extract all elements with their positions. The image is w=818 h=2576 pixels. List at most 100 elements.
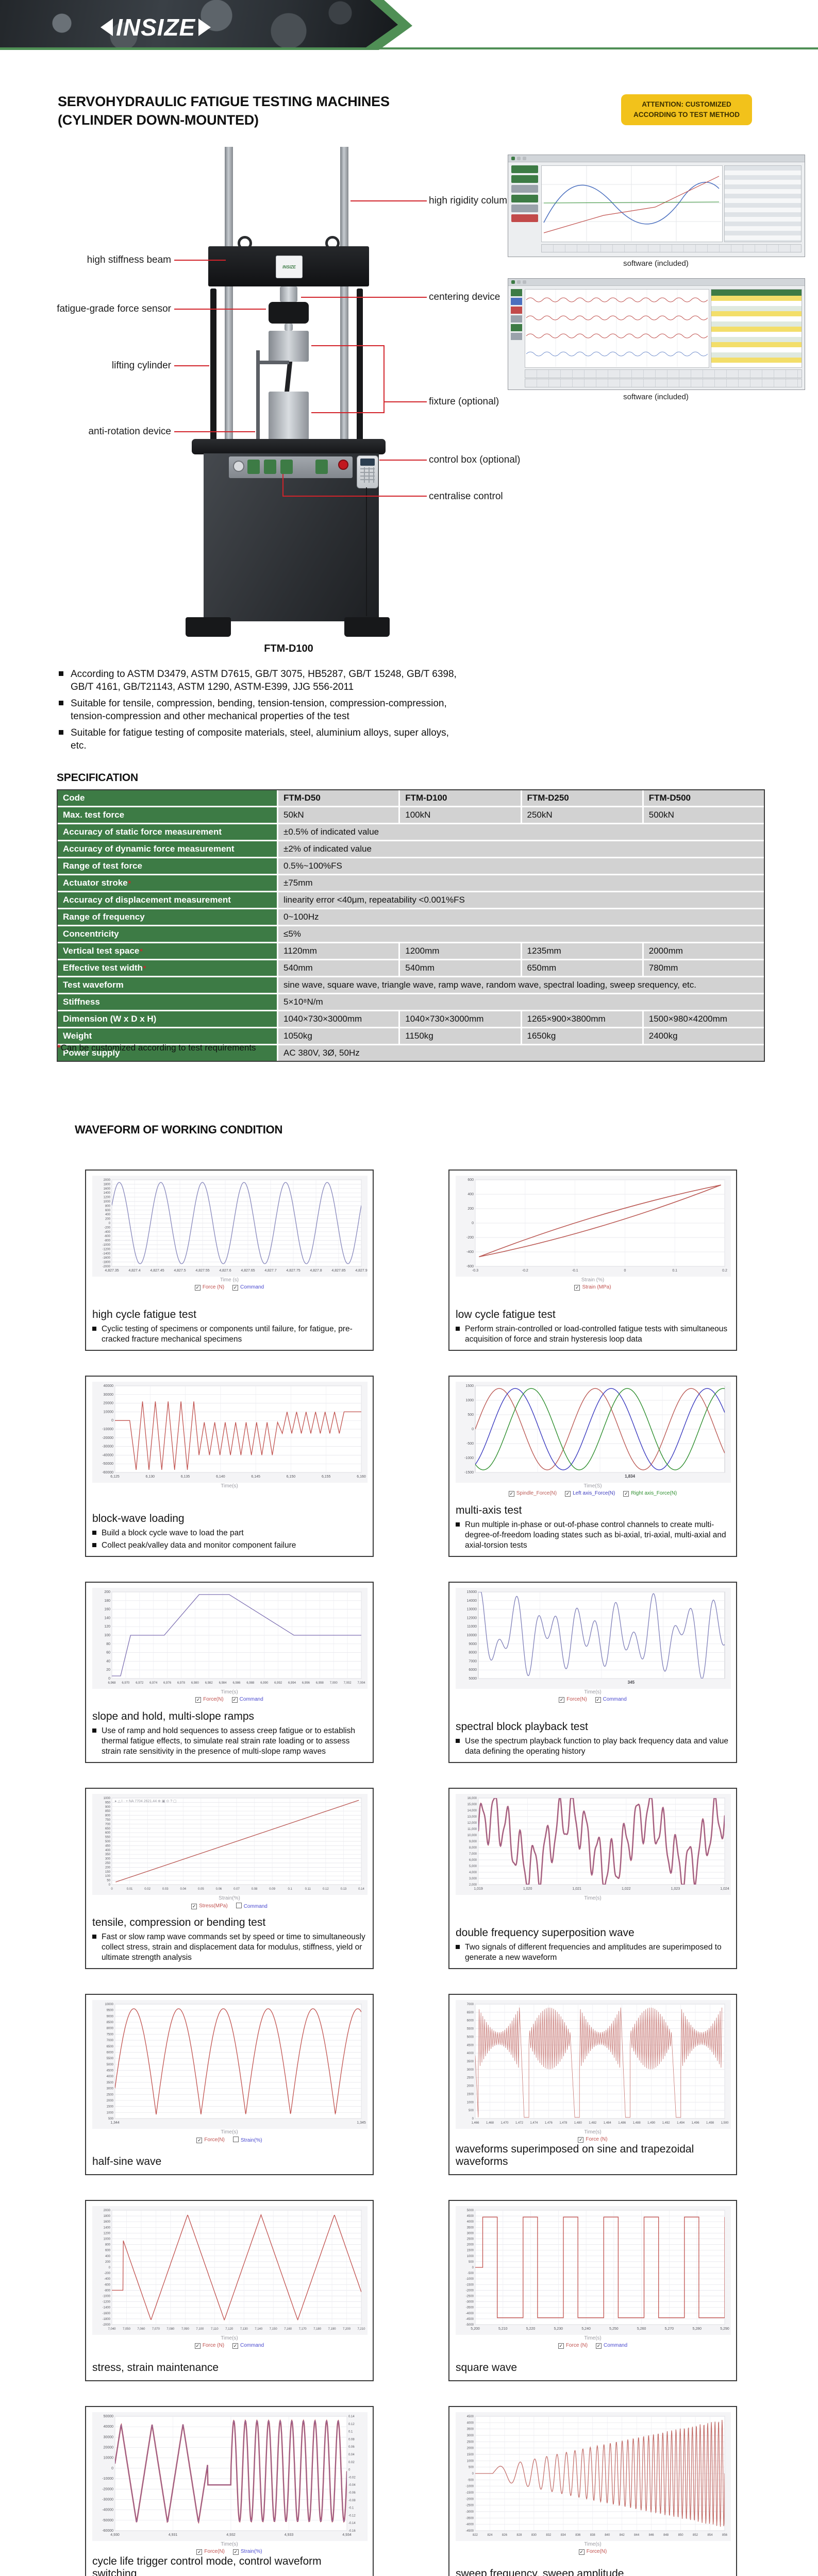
svg-text:120: 120 bbox=[104, 1625, 110, 1629]
chart-box-tensile: 1000 950 900 850 800 750 700 650 600 550 500 450 400… bbox=[85, 1788, 374, 1969]
svg-text:1,500: 1,500 bbox=[721, 2122, 729, 2125]
svg-text:5000: 5000 bbox=[107, 2063, 114, 2066]
software-caption-2: software (included) bbox=[623, 393, 689, 401]
waveform-heading: WAVEFORM OF WORKING CONDITION bbox=[75, 1123, 283, 1136]
svg-text:0: 0 bbox=[472, 2117, 474, 2121]
checkbox-icon: ✓ bbox=[508, 1491, 514, 1497]
chart-box-cycle-switch: 50000 40000 30000 20000 10000 0 -10000 -20000 -3… bbox=[85, 2406, 374, 2576]
chart-xlabel: Time(S) bbox=[583, 1483, 602, 1489]
chart-legend: ✓ Force (N) ✓ Command bbox=[92, 2343, 366, 2349]
checkbox-icon: ✓ bbox=[196, 2137, 203, 2143]
svg-text:345: 345 bbox=[628, 1680, 635, 1685]
machine-anti-rotation-bar bbox=[256, 361, 289, 364]
legend-item: ✓ Force(N) bbox=[578, 2549, 607, 2555]
machine-sensor-rod bbox=[285, 324, 293, 331]
svg-text:7,004: 7,004 bbox=[357, 1682, 365, 1685]
svg-text:4,827.45: 4,827.45 bbox=[150, 1269, 164, 1273]
svg-text:4,827.65: 4,827.65 bbox=[241, 1269, 255, 1273]
svg-text:600: 600 bbox=[105, 1832, 111, 1835]
svg-text:-1500: -1500 bbox=[466, 2492, 474, 2495]
svg-text:20000: 20000 bbox=[104, 2446, 114, 2450]
svg-text:-400: -400 bbox=[104, 1231, 111, 1234]
insize-logo: INSIZE bbox=[101, 13, 211, 41]
spec-value: 780mm bbox=[643, 960, 764, 976]
svg-text:2,000: 2,000 bbox=[469, 1884, 477, 1887]
spec-value: 540mm bbox=[400, 960, 521, 976]
spec-label: Actuator stroke * bbox=[58, 875, 277, 891]
legend-label: Force (N) bbox=[586, 2137, 608, 2142]
legend-label: Force (N) bbox=[202, 2343, 225, 2348]
chart-caption: stress, strain maintenance bbox=[92, 2362, 219, 2374]
svg-text:1,478: 1,478 bbox=[559, 2122, 567, 2125]
svg-text:10,000: 10,000 bbox=[468, 1834, 477, 1837]
svg-text:0.07: 0.07 bbox=[233, 1888, 240, 1891]
svg-text:300: 300 bbox=[105, 1858, 111, 1861]
chart-xlabel: Time(s) bbox=[221, 1483, 238, 1489]
svg-text:-600: -600 bbox=[466, 1265, 474, 1268]
svg-text:6,155: 6,155 bbox=[322, 1475, 331, 1479]
svg-text:8000: 8000 bbox=[107, 2027, 114, 2030]
machine-specimen bbox=[284, 362, 293, 393]
svg-text:0.04: 0.04 bbox=[348, 2453, 355, 2456]
svg-text:-1500: -1500 bbox=[464, 1471, 474, 1475]
customizable-star-icon: * bbox=[128, 879, 131, 887]
checkbox-icon: ✓ bbox=[623, 1491, 629, 1497]
chart-box-square: 5000 4500 4000 3500 3000 2500 2000 1500 1000 500 0… bbox=[448, 2200, 737, 2381]
svg-text:7,200: 7,200 bbox=[343, 2328, 351, 2331]
machine-pendant-cable bbox=[366, 487, 367, 616]
machine-pendant-control bbox=[357, 455, 378, 488]
svg-text:6,160: 6,160 bbox=[357, 1475, 366, 1479]
legend-item: ✓ Left axis_Force(N) bbox=[565, 1490, 615, 1497]
svg-text:-1000: -1000 bbox=[466, 2278, 474, 2281]
svg-text:50: 50 bbox=[107, 1879, 110, 1883]
svg-text:14,000: 14,000 bbox=[468, 1809, 477, 1812]
chart-bullet-text: Run multiple in-phase or out-of-phase co… bbox=[465, 1520, 726, 1550]
legend-label: Force(N) bbox=[203, 1697, 224, 1702]
svg-text:-0.1: -0.1 bbox=[572, 1269, 578, 1273]
svg-text:-1200: -1200 bbox=[103, 1248, 111, 1251]
svg-text:7,180: 7,180 bbox=[313, 2328, 322, 2331]
svg-text:40: 40 bbox=[106, 1659, 110, 1663]
svg-text:-2000: -2000 bbox=[103, 1265, 111, 1268]
svg-text:6000: 6000 bbox=[469, 1668, 477, 1672]
svg-text:1200: 1200 bbox=[104, 2232, 111, 2235]
svg-text:2500: 2500 bbox=[467, 2077, 474, 2080]
chart-xlabel: Time(s) bbox=[584, 2335, 602, 2341]
svg-text:10000: 10000 bbox=[105, 2003, 113, 2006]
svg-text:600: 600 bbox=[468, 1178, 474, 1182]
svg-text:1,466: 1,466 bbox=[471, 2122, 479, 2125]
svg-text:200: 200 bbox=[105, 2261, 111, 2264]
svg-text:750: 750 bbox=[105, 1819, 111, 1822]
spec-value: 100kN bbox=[400, 807, 521, 823]
svg-text:2500: 2500 bbox=[467, 2441, 474, 2444]
spec-label: Vertical test space * bbox=[58, 943, 277, 959]
svg-text:0.02: 0.02 bbox=[348, 2461, 355, 2464]
legend-label: Stress(MPa) bbox=[199, 1903, 228, 1909]
machine-base-table bbox=[192, 439, 386, 454]
legend-item: ✓ Force (N) bbox=[558, 2343, 588, 2349]
machine-panel-button-1 bbox=[247, 460, 260, 474]
svg-text:-0.06: -0.06 bbox=[348, 2492, 356, 2495]
chart-svg-multi-axis: 1500 1000 500 0 -500 -1000 -1500 1,834 bbox=[456, 1382, 731, 1483]
svg-text:4500: 4500 bbox=[467, 2215, 474, 2218]
chart-legend: ✓ Force(N) ✓ Command bbox=[456, 1697, 730, 1703]
spec-value: FTM-D100 bbox=[400, 790, 521, 806]
svg-text:40000: 40000 bbox=[104, 1384, 114, 1388]
svg-text:7,002: 7,002 bbox=[344, 1682, 352, 1685]
checkbox-icon: ✓ bbox=[232, 2549, 239, 2555]
svg-text:1500: 1500 bbox=[467, 2249, 474, 2252]
svg-text:-1500: -1500 bbox=[466, 2283, 474, 2286]
svg-text:0.1: 0.1 bbox=[672, 1269, 677, 1273]
checkbox-icon: ✓ bbox=[596, 2343, 602, 2349]
spec-label: Dimension (W x D x H) bbox=[58, 1011, 277, 1027]
svg-text:-1200: -1200 bbox=[103, 2301, 111, 2304]
chart-xlabel: Time(s) bbox=[584, 2129, 602, 2135]
svg-text:14000: 14000 bbox=[467, 1599, 477, 1603]
logo-right-arrow-icon bbox=[198, 19, 211, 36]
checkbox-icon: ✓ bbox=[595, 1697, 601, 1703]
checkbox-icon: ✓ bbox=[578, 2137, 584, 2143]
chart-svg-double-freq: 16,000 15,000 14,000 13,000 12,000 11,000 10,0… bbox=[456, 1794, 731, 1895]
header-banner: INSIZE bbox=[0, 0, 818, 50]
spec-label: Concentricity bbox=[58, 926, 277, 942]
